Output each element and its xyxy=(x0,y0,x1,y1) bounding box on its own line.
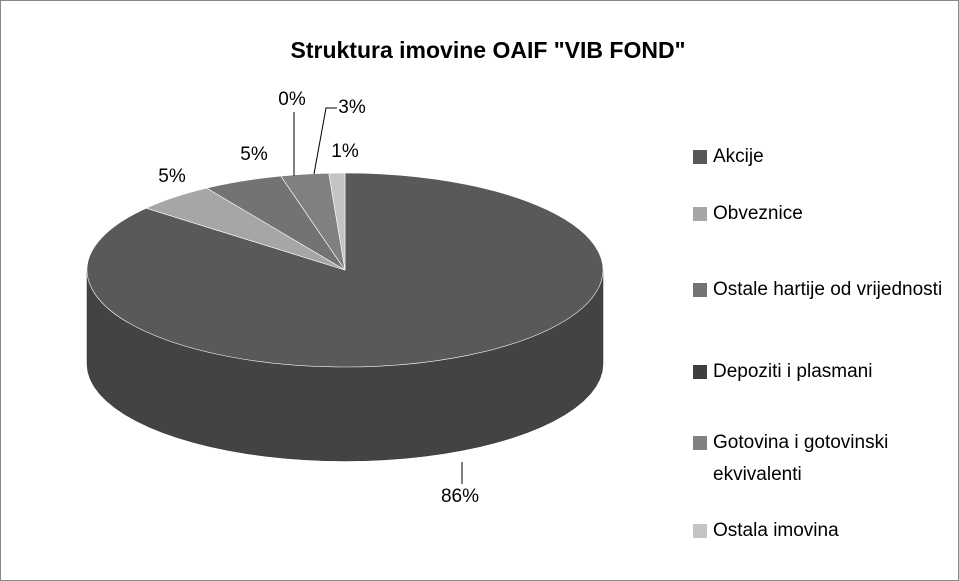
leader-line xyxy=(313,107,337,175)
legend-swatch xyxy=(693,436,707,450)
data-label: 1% xyxy=(331,141,359,162)
legend-label: Depoziti i plasmani xyxy=(713,361,873,382)
legend-swatch xyxy=(693,150,707,164)
legend-label: Gotovina i gotovinski ekvivalenti xyxy=(713,432,889,485)
legend-label: Ostala imovina xyxy=(713,520,839,541)
legend-swatch xyxy=(693,207,707,221)
legend-label: Ostale hartije od vrijednosti xyxy=(713,279,943,300)
legend-item: Ostale hartije od vrijednosti xyxy=(693,274,943,306)
legend-item: Gotovina i gotovinski ekvivalenti xyxy=(693,427,943,491)
legend-item: Akcije xyxy=(693,141,943,173)
legend-item: Obveznice xyxy=(693,198,943,230)
data-label: 5% xyxy=(158,166,186,187)
legend-swatch xyxy=(693,524,707,538)
data-label: 3% xyxy=(338,97,366,118)
legend-item: Depoziti i plasmani xyxy=(693,356,943,388)
legend-swatch xyxy=(693,283,707,297)
data-label: 5% xyxy=(240,144,268,165)
data-label: 0% xyxy=(278,89,306,110)
legend-item: Ostala imovina xyxy=(693,515,943,547)
legend-swatch xyxy=(693,365,707,379)
chart-title: Struktura imovine OAIF "VIB FOND" xyxy=(291,37,686,63)
data-label: 86% xyxy=(441,486,479,507)
legend-label: Akcije xyxy=(713,146,764,167)
pie-slice xyxy=(328,172,346,271)
legend-label: Obveznice xyxy=(713,203,803,224)
